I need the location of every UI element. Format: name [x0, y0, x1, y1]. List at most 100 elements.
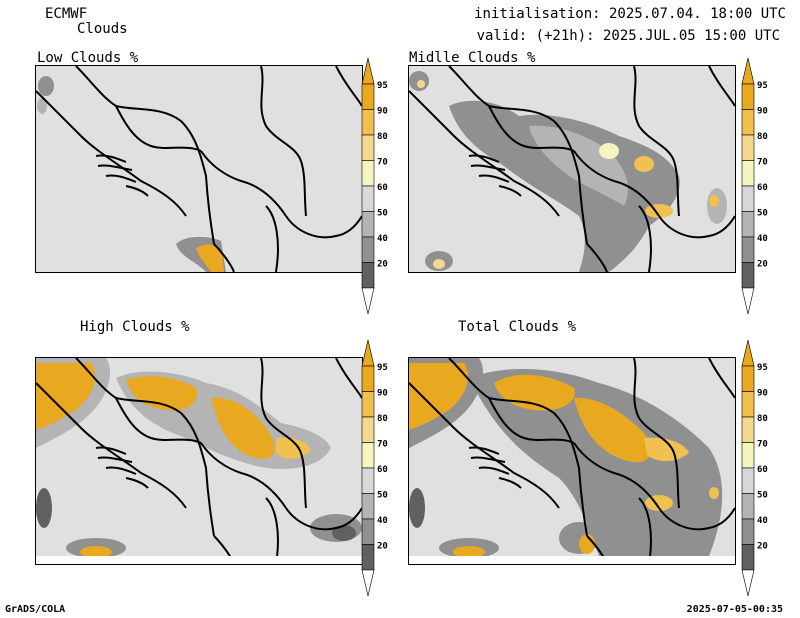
border-line [478, 174, 510, 183]
border-line [300, 160, 307, 217]
border-line [708, 358, 735, 399]
border-line [638, 205, 652, 272]
colorbar-label: 20 [377, 542, 388, 552]
colorbar-segment [741, 518, 755, 545]
border-line [470, 456, 506, 463]
border-line [478, 466, 510, 475]
colorbar-segment [741, 211, 755, 238]
colorbar-segment [741, 109, 755, 136]
colorbar-segment [361, 134, 375, 161]
colorbar-label: 80 [757, 414, 768, 424]
colorbar-label: 40 [377, 234, 388, 244]
border-line [335, 358, 362, 399]
colorbar-segment [361, 365, 375, 392]
colorbar-segment [741, 262, 755, 289]
colorbar-label: 70 [757, 440, 768, 450]
colorbar-max-arrow [361, 57, 375, 85]
border-line [36, 382, 187, 509]
colorbar-label: 20 [757, 260, 768, 270]
colorbar-segment [361, 160, 375, 187]
colorbar-segment [361, 416, 375, 443]
colorbar-label: 80 [377, 414, 388, 424]
border-line [213, 535, 231, 556]
colorbar-segment [741, 365, 755, 392]
colorbar-segment [361, 391, 375, 418]
colorbar-segment [361, 544, 375, 571]
border-line [105, 174, 137, 183]
border-line [633, 358, 675, 454]
border-line [470, 164, 506, 171]
border-line [125, 477, 149, 489]
border-line [95, 446, 127, 455]
colorbar-min-arrow [741, 569, 755, 597]
colorbar-segment [361, 185, 375, 212]
panel-title-middle: Midlle Clouds % [409, 50, 536, 66]
border-line [553, 120, 588, 245]
panel-title-high: High Clouds % [80, 319, 190, 335]
colorbar-segment [741, 134, 755, 161]
border-line [638, 497, 652, 556]
colorbar-segment [741, 160, 755, 187]
colorbar-label: 95 [377, 81, 388, 91]
border-line [265, 497, 279, 556]
colorbar-label: 40 [757, 234, 768, 244]
border-line [488, 397, 575, 444]
colorbar-segment [741, 544, 755, 571]
colorbar-segment [361, 493, 375, 520]
colorbar-max-arrow [741, 57, 755, 85]
colorbar-segment [361, 518, 375, 545]
border-line [36, 90, 187, 217]
colorbar-min-arrow [361, 287, 375, 315]
middle-clouds-map [409, 66, 735, 272]
border-line [125, 185, 149, 197]
border-line [468, 446, 500, 455]
colorbar-label: 90 [757, 107, 768, 117]
colorbar-label: 95 [757, 363, 768, 373]
border-line [498, 185, 522, 197]
border-line [468, 154, 500, 163]
colorbar-label: 95 [757, 81, 768, 91]
colorbar-label: 20 [757, 542, 768, 552]
colorbar-segment [361, 236, 375, 263]
colorbar-label: 50 [377, 209, 388, 219]
border-line [335, 66, 362, 107]
border-line [708, 66, 735, 107]
border-line [633, 66, 675, 162]
map-panel-total-clouds [408, 357, 736, 565]
colorbar-segment [361, 109, 375, 136]
border-line [180, 412, 215, 537]
border-line [586, 243, 608, 272]
border-line [488, 105, 575, 152]
colorbar-label: 70 [757, 158, 768, 168]
colorbar-segment [361, 262, 375, 289]
border-line [658, 507, 735, 531]
colorbar-segment [361, 211, 375, 238]
border-line [213, 243, 235, 272]
border-line [105, 466, 137, 475]
panel-title-low: Low Clouds % [37, 50, 139, 66]
colorbar-label: 90 [377, 107, 388, 117]
map-panel-high-clouds [35, 357, 363, 565]
border-line [573, 442, 660, 509]
colorbar-svg: 95 90 80 70 60 50 40 20 [741, 57, 768, 315]
colorbar-min-arrow [741, 287, 755, 315]
border-line [300, 452, 307, 509]
colorbar-segment [361, 83, 375, 110]
colorbar-segment [741, 493, 755, 520]
colorbar-high: 95 90 80 70 60 50 40 20 [361, 339, 398, 597]
colorbar-max-arrow [741, 339, 755, 367]
border-line [260, 66, 302, 162]
colorbar-svg: 95 90 80 70 60 50 40 20 [361, 57, 388, 315]
border-line [265, 205, 279, 272]
colorbar-min-arrow [361, 569, 375, 597]
border-line [573, 150, 660, 217]
border-line [553, 412, 588, 537]
colorbar-total: 95 90 80 70 60 50 40 20 [741, 339, 778, 597]
panel-title-total: Total Clouds % [458, 319, 577, 335]
border-line [673, 452, 680, 509]
colorbar-label: 20 [377, 260, 388, 270]
colorbar-segment [741, 416, 755, 443]
initialisation-time: initialisation: 2025.07.04. 18:00 UTC [474, 6, 786, 22]
border-line [180, 120, 215, 245]
map-panel-low-clouds [35, 65, 363, 273]
